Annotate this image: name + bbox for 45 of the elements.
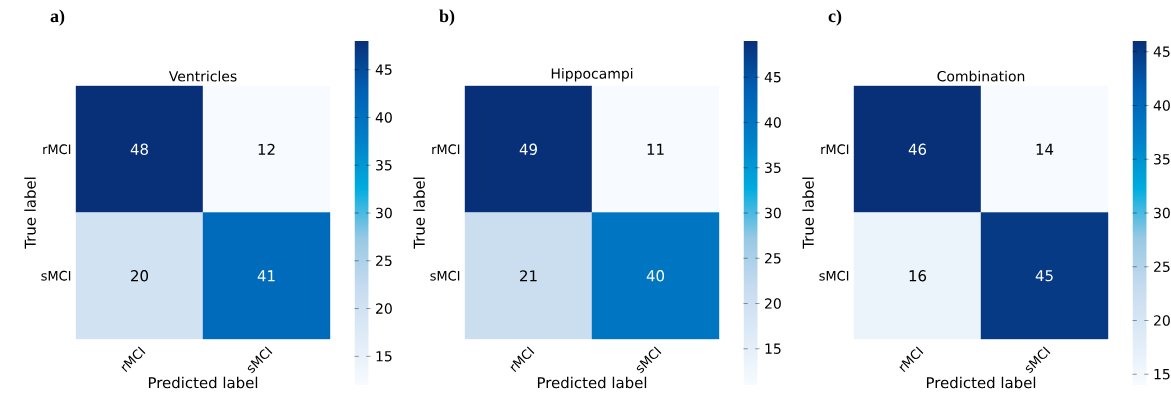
y-axis-title: True label: [802, 177, 814, 249]
color-bar-label: 45: [375, 64, 392, 75]
color-bar-label: 35: [765, 162, 781, 174]
color-bar-label: 40: [1153, 100, 1170, 111]
color-bar-label: 35: [1154, 153, 1170, 165]
x-axis-title: Predicted label: [148, 376, 258, 389]
y-axis-title: True label: [24, 177, 36, 249]
x-axis-title: Predicted label: [537, 376, 647, 389]
chart-title: Combination: [937, 70, 1025, 82]
color-bar-label: 15: [376, 351, 392, 362]
data-label: 49: [519, 143, 537, 155]
chart-title: Ventricles: [168, 70, 237, 82]
data-label: 11: [647, 143, 664, 155]
color-bar-label: 45: [764, 72, 781, 83]
color-bar-label: 15: [1154, 369, 1170, 380]
color-bar-label: 40: [375, 112, 392, 123]
color-bar-label: 40: [764, 117, 781, 128]
color-bar-label: 30: [376, 207, 392, 219]
data-label: 46: [908, 143, 927, 155]
color-bar-label: 25: [765, 252, 781, 264]
data-label: 45: [1035, 270, 1053, 282]
text: a): [50, 9, 65, 26]
color-bar-label: 20: [765, 298, 781, 309]
color-bar-label: 35: [376, 159, 392, 171]
data-label: 41: [257, 270, 275, 282]
y-axis-title: True label: [413, 177, 425, 249]
color-bar-label: 25: [1154, 261, 1170, 273]
chart-title: Hippocampi: [551, 68, 633, 82]
color-bar-label: 25: [376, 255, 392, 267]
data-label: 14: [1036, 143, 1054, 155]
data-label: 21: [520, 270, 537, 282]
color-bar-label: 20: [376, 303, 392, 314]
x-axis-title: Predicted label: [926, 376, 1036, 389]
color-bar-label: 15: [765, 343, 781, 354]
text: c): [828, 9, 842, 26]
data-label: 40: [646, 270, 665, 282]
data-label: 12: [258, 143, 275, 155]
data-label: 48: [130, 143, 148, 155]
text: b): [439, 9, 455, 26]
data-label: 20: [131, 270, 149, 282]
color-bar-label: 30: [765, 207, 781, 219]
color-bar-label: 20: [1154, 315, 1170, 326]
color-bar-label: 30: [1154, 207, 1170, 219]
data-label: 16: [909, 270, 927, 282]
color-bar-label: 45: [1153, 46, 1170, 57]
